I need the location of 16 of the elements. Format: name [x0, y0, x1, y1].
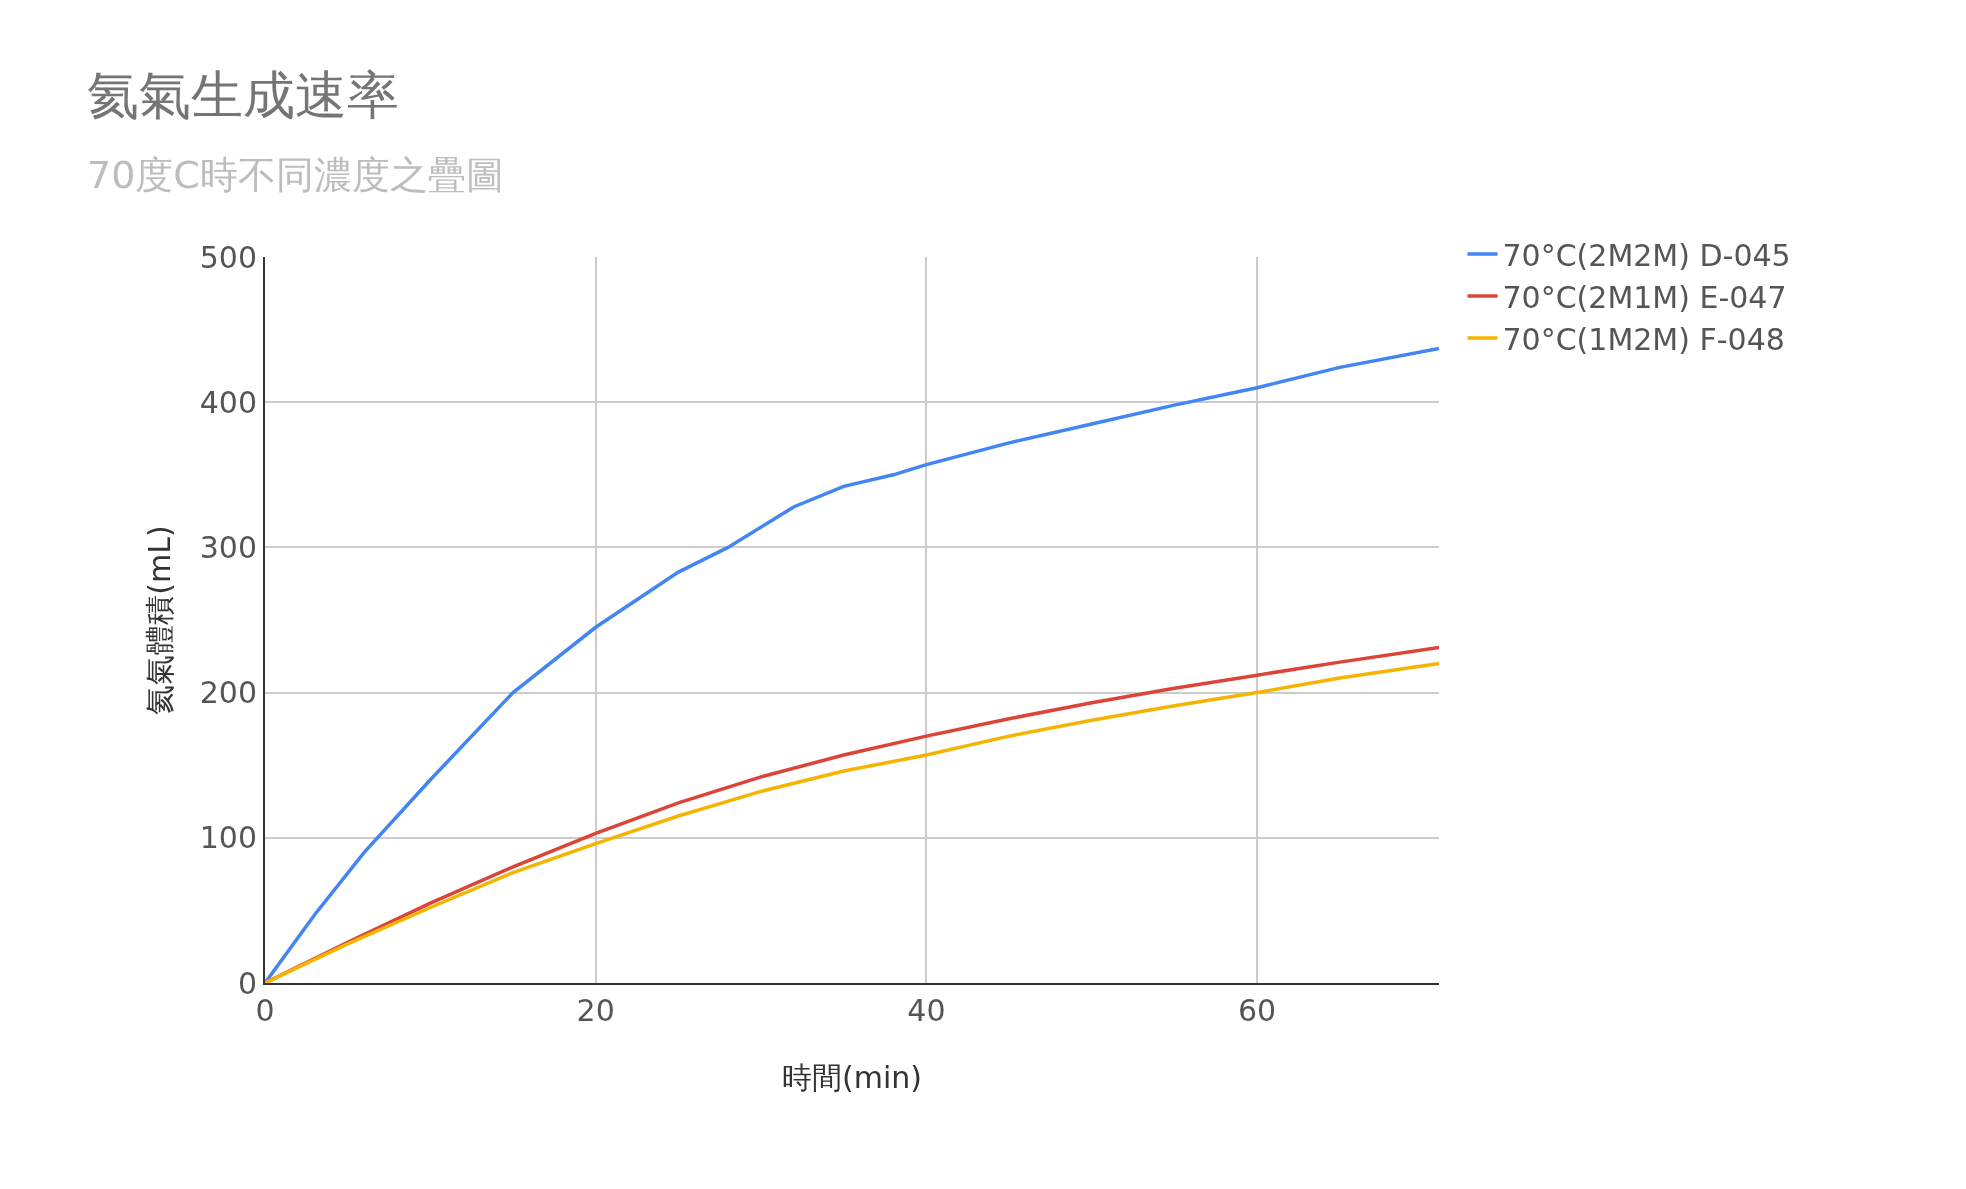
- x-tick-label: 20: [576, 993, 615, 1028]
- x-tick-label: 40: [907, 993, 946, 1028]
- y-tick-label: 100: [199, 820, 257, 856]
- x-tick-label: 60: [1238, 993, 1277, 1028]
- y-tick-label: 400: [199, 384, 257, 420]
- y-tick-label: 200: [199, 675, 257, 711]
- legend-label: 70°C(1M2M) F-048: [1502, 321, 1785, 357]
- y-axis-title: 氦氣體積(mL): [142, 525, 178, 715]
- x-axis-title: 時間(min): [782, 1060, 922, 1095]
- y-tick-label: 300: [199, 529, 257, 565]
- chart-title: 氦氣生成速率: [87, 65, 399, 125]
- y-tick-label: 0: [237, 965, 257, 1001]
- legend-label: 70°C(2M2M) D-045: [1502, 237, 1791, 273]
- legend-label: 70°C(2M1M) E-047: [1502, 279, 1787, 315]
- chart-subtitle: 70度C時不同濃度之疊圖: [87, 153, 504, 197]
- y-tick-label: 500: [199, 239, 257, 275]
